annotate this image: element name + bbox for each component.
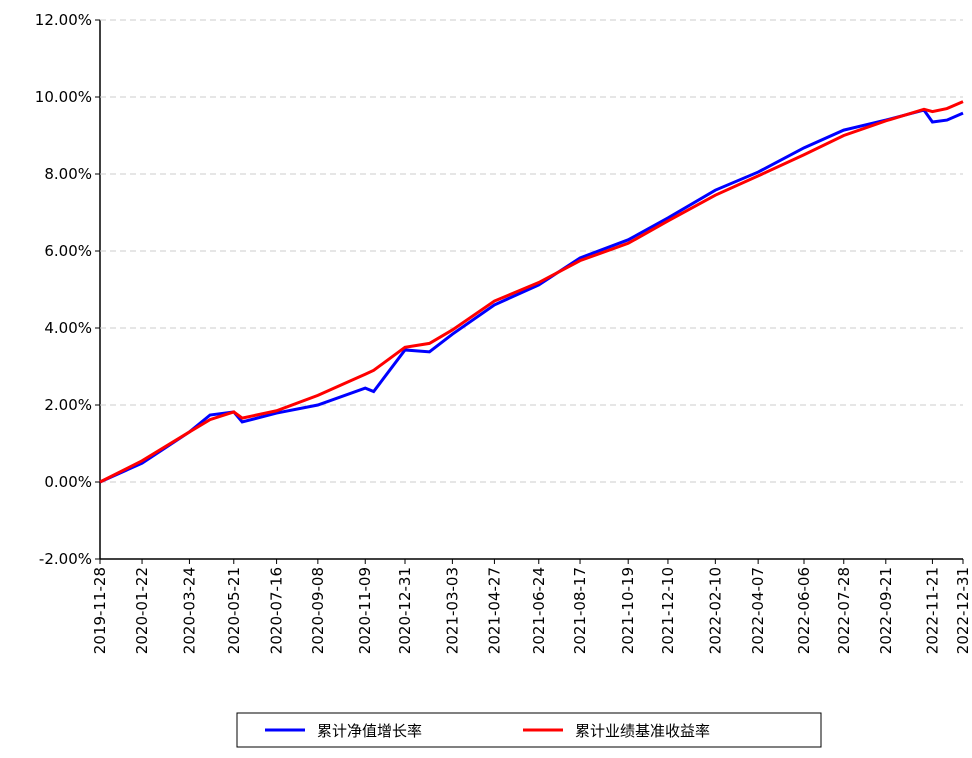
x-tick-label: 2021-04-27 [485, 567, 503, 654]
y-tick-label: 8.00% [44, 165, 92, 183]
x-tick-label: 2019-11-28 [91, 567, 109, 654]
series-line [99, 100, 964, 484]
x-tick-label: 2022-06-06 [795, 567, 813, 654]
y-tick-label: 10.00% [35, 88, 92, 106]
x-tick-label: 2020-03-24 [180, 567, 198, 654]
x-tick-label: 2021-10-19 [619, 567, 637, 654]
x-tick-label: 2021-06-24 [530, 567, 548, 654]
x-tick-label: 2022-04-07 [749, 567, 767, 654]
x-tick-label: 2020-09-08 [309, 567, 327, 654]
y-tick-label: 4.00% [44, 319, 92, 337]
y-tick-label: 0.00% [44, 473, 92, 491]
y-tick-label: -2.00% [39, 550, 92, 568]
x-tick-label: 2020-12-31 [396, 567, 414, 654]
x-tick-label: 2021-03-03 [443, 567, 461, 654]
x-tick-label: 2022-07-28 [835, 567, 853, 654]
x-tick-label: 2022-02-10 [706, 567, 724, 654]
legend-label: 累计业绩基准收益率 [575, 722, 710, 740]
y-tick-label: 6.00% [44, 242, 92, 260]
x-tick-label: 2020-07-16 [268, 567, 286, 654]
x-tick-label: 2020-11-09 [356, 567, 374, 654]
x-tick-label: 2021-12-10 [659, 567, 677, 654]
x-tick-label: 2020-05-21 [225, 567, 243, 654]
x-tick-label: 2020-01-22 [133, 567, 151, 654]
series-line [99, 108, 964, 484]
x-tick-label: 2022-12-31 [954, 567, 972, 654]
y-tick-label: 2.00% [44, 396, 92, 414]
x-tick-label: 2022-09-21 [877, 567, 895, 654]
legend-label: 累计净值增长率 [317, 722, 422, 740]
x-tick-label: 2022-11-21 [923, 567, 941, 654]
y-tick-label: 12.00% [35, 11, 92, 29]
x-tick-label: 2021-08-17 [571, 567, 589, 654]
